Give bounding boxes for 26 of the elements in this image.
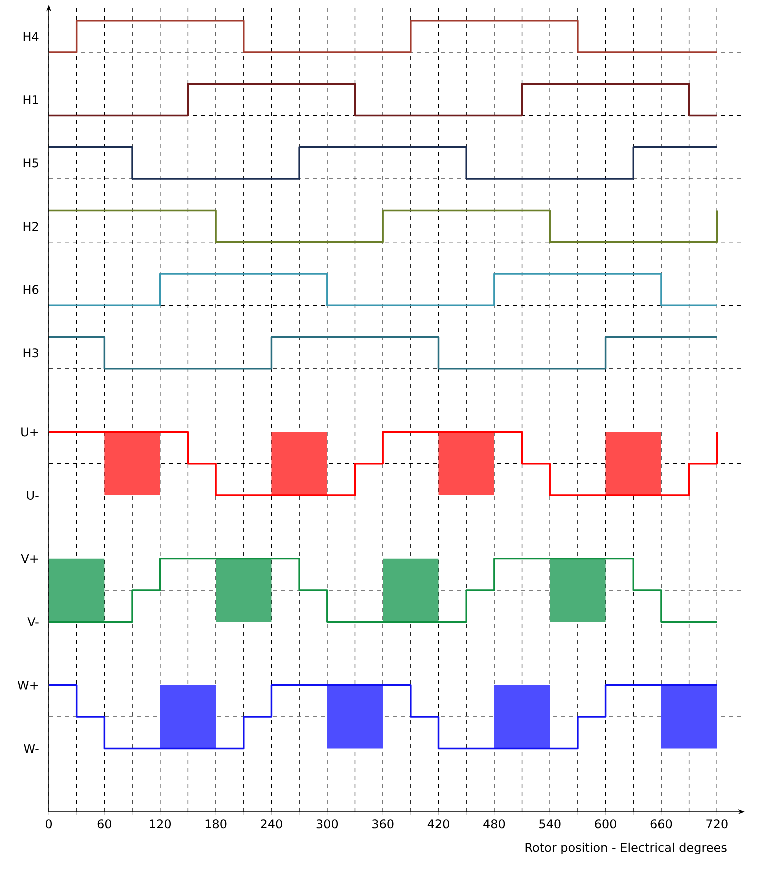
x-tick-label: 240: [261, 820, 282, 829]
x-tick-label: 60: [98, 820, 112, 829]
x-tick-label: 540: [540, 820, 561, 829]
text: U-: [27, 491, 39, 500]
series-label: H2: [24, 222, 38, 231]
x-tick-label: 600: [595, 820, 616, 829]
text: W+: [18, 681, 38, 690]
x-tick-label: 480: [484, 820, 506, 829]
series-label: H4: [24, 32, 39, 42]
x-tick-label: 720: [706, 820, 728, 829]
x-tick-label: 420: [428, 820, 450, 829]
series-label: H3: [24, 348, 38, 358]
x-tick-label: 360: [372, 820, 394, 829]
text: U+: [22, 428, 38, 437]
x-tick-label: 300: [316, 820, 338, 829]
x-tick-label: 0: [46, 820, 52, 829]
x-axis-title: Rotor position - Electrical degrees: [526, 842, 727, 855]
x-tick-label: 180: [206, 820, 227, 829]
text: V-: [28, 618, 39, 626]
text: W-: [24, 744, 39, 754]
series-label: H6: [24, 285, 39, 294]
series-label: H1: [24, 96, 38, 104]
text: V+: [21, 554, 38, 564]
x-tick-label: 660: [650, 820, 672, 829]
series-label: H5: [24, 158, 38, 168]
x-tick-label: 120: [150, 820, 172, 829]
